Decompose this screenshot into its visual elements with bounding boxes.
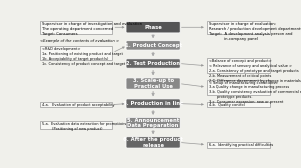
FancyBboxPatch shape <box>126 99 180 108</box>
FancyBboxPatch shape <box>40 121 112 130</box>
Text: Supervisor in charge of investigation and evaluation
The operating department co: Supervisor in charge of investigation an… <box>42 22 142 36</box>
Text: 6-a.  Identifying practical difficulties: 6-a. Identifying practical difficulties <box>209 143 273 147</box>
FancyBboxPatch shape <box>207 102 270 108</box>
Text: 4-a.   Evaluation of product acceptability: 4-a. Evaluation of product acceptability <box>42 102 115 107</box>
Text: 4. Production in line: 4. Production in line <box>123 101 183 106</box>
FancyBboxPatch shape <box>207 142 270 148</box>
FancyBboxPatch shape <box>126 22 180 33</box>
Text: 6. After the product
release: 6. After the product release <box>123 137 183 148</box>
FancyBboxPatch shape <box>207 22 270 34</box>
FancyBboxPatch shape <box>40 102 112 108</box>
Text: 3. Scale-up to
Practical Use: 3. Scale-up to Practical Use <box>132 78 174 89</box>
Text: < Setup of manufacturing conditions>
3-a Quality change in manufacturing process: < Setup of manufacturing conditions> 3-a… <box>209 81 301 104</box>
FancyBboxPatch shape <box>126 59 180 68</box>
Text: 4-b.  Quality control: 4-b. Quality control <box>209 102 244 107</box>
FancyBboxPatch shape <box>126 117 180 129</box>
Text: <R&D development>
1a. Positioning of existing product and target
1b. Acceptabili: <R&D development> 1a. Positioning of exi… <box>42 47 125 66</box>
FancyBboxPatch shape <box>40 22 112 34</box>
Text: 5. Announcement
Data Preparation: 5. Announcement Data Preparation <box>127 118 179 128</box>
Text: Phase: Phase <box>144 25 162 30</box>
FancyBboxPatch shape <box>40 46 112 60</box>
Text: 1. Product Concept: 1. Product Concept <box>125 43 182 48</box>
FancyBboxPatch shape <box>126 41 180 50</box>
Text: 2. Test Production: 2. Test Production <box>126 61 180 66</box>
FancyBboxPatch shape <box>126 78 180 89</box>
FancyBboxPatch shape <box>207 80 270 95</box>
Text: <Balance of concept and product>
< Relevance of sensory and analytical value >
2: <Balance of concept and product> < Relev… <box>209 59 300 83</box>
FancyBboxPatch shape <box>126 137 180 148</box>
FancyBboxPatch shape <box>207 58 270 73</box>
Text: Supervisor in charge of evaluation:
Research / production development department: Supervisor in charge of evaluation: Rese… <box>209 22 301 41</box>
Text: 5-a.  Evaluation data extraction for promotions
         (Positioning of new pro: 5-a. Evaluation data extraction for prom… <box>42 122 126 131</box>
Text: <Example of the contents of evaluation >: <Example of the contents of evaluation > <box>40 39 119 43</box>
